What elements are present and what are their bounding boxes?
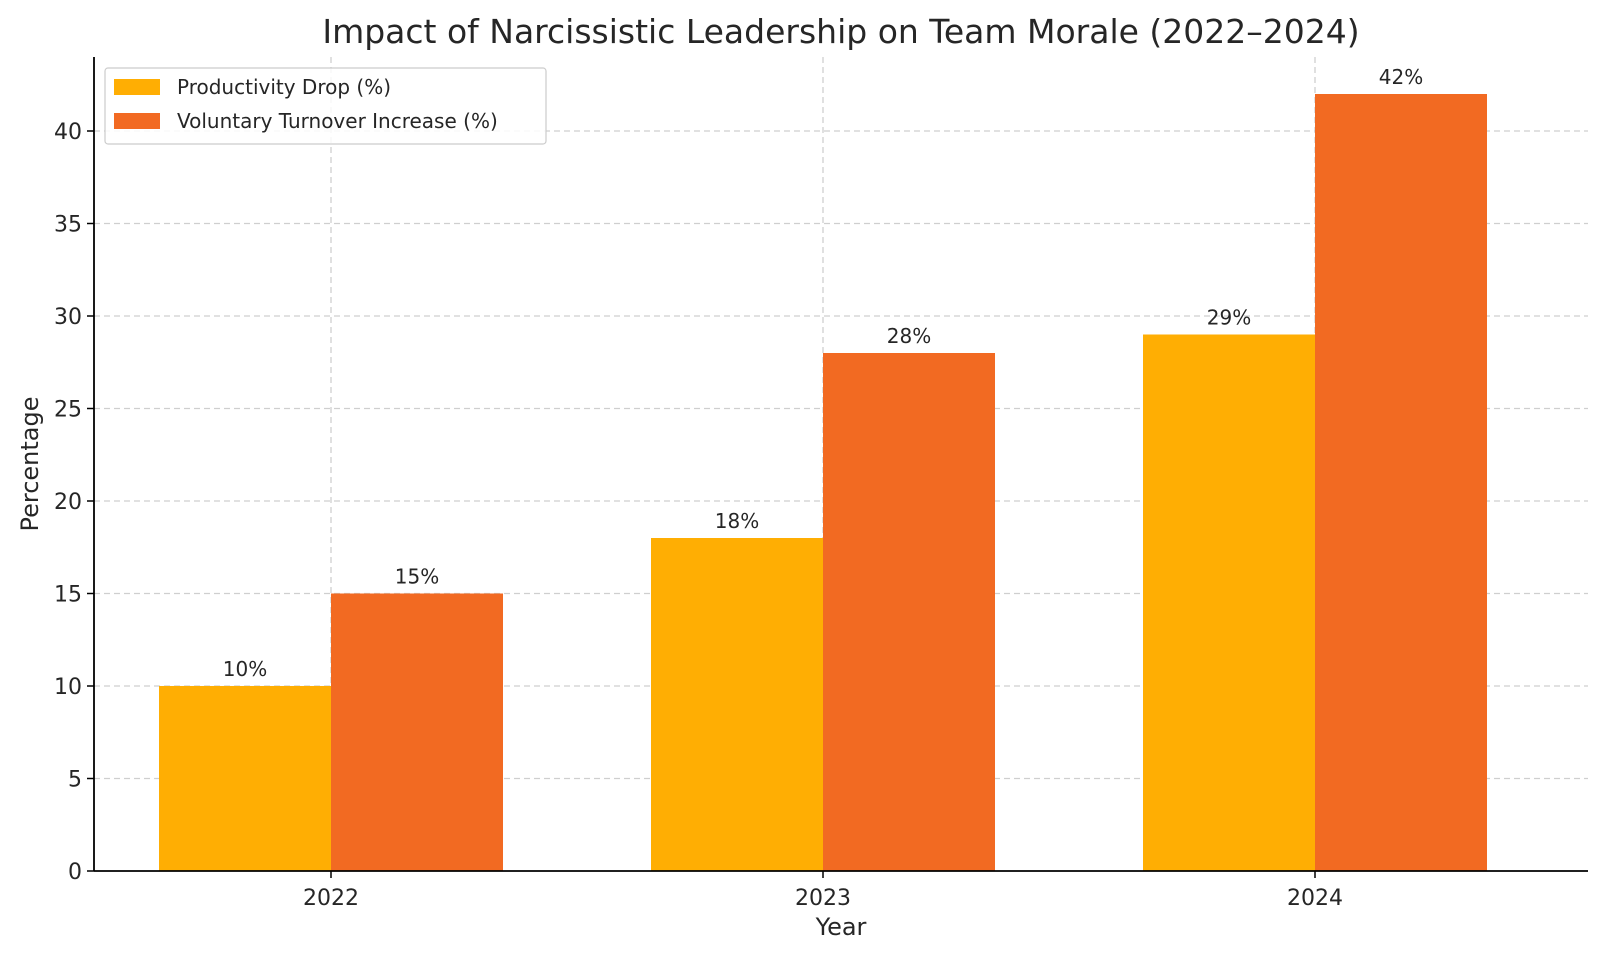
axes-layer	[93, 57, 1588, 872]
y-tick-label: 25	[54, 398, 82, 423]
legend-label-voluntary-turnover: Voluntary Turnover Increase (%)	[177, 109, 498, 133]
bar-voluntary-turnover-2024	[1315, 94, 1487, 871]
bars-layer	[159, 94, 1487, 871]
legend-box	[104, 67, 547, 145]
y-tick-label: 5	[68, 768, 82, 793]
x-tick-label-2022: 2022	[303, 886, 359, 911]
y-axis-label: Percentage	[16, 396, 44, 531]
x-tick-label-2023: 2023	[795, 886, 851, 911]
ticks-layer: 0 5 10 15 20 25 30 35 40 2022 2023 2024	[54, 120, 1343, 911]
y-tick-label: 35	[54, 213, 82, 238]
x-tick-label-2024: 2024	[1287, 886, 1343, 911]
bar-productivity-drop-2024	[1143, 334, 1315, 871]
data-label: 42%	[1379, 65, 1423, 89]
data-label: 10%	[223, 657, 267, 681]
legend-swatch-voluntary-turnover	[114, 113, 160, 129]
data-labels-layer: 10% 18% 29% 15% 28% 42%	[223, 65, 1423, 681]
y-tick-label: 20	[54, 490, 82, 515]
bar-productivity-drop-2022	[159, 686, 331, 871]
data-label: 18%	[715, 509, 759, 533]
y-tick-label: 10	[54, 675, 82, 700]
bar-voluntary-turnover-2022	[331, 593, 503, 871]
data-label: 15%	[395, 565, 439, 589]
bar-voluntary-turnover-2023	[823, 353, 995, 871]
data-label: 29%	[1207, 306, 1251, 330]
data-label: 28%	[887, 324, 931, 348]
chart-title: Impact of Narcissistic Leadership on Tea…	[322, 12, 1359, 51]
legend-swatch-productivity-drop	[114, 79, 160, 95]
y-tick-label: 30	[54, 305, 82, 330]
y-tick-label: 40	[54, 120, 82, 145]
x-axis-label: Year	[815, 913, 867, 941]
legend: Productivity Drop (%) Voluntary Turnover…	[104, 67, 547, 145]
y-tick-label: 15	[54, 583, 82, 608]
legend-label-productivity-drop: Productivity Drop (%)	[177, 75, 391, 99]
bar-productivity-drop-2023	[651, 538, 823, 871]
y-tick-label: 0	[68, 860, 82, 885]
